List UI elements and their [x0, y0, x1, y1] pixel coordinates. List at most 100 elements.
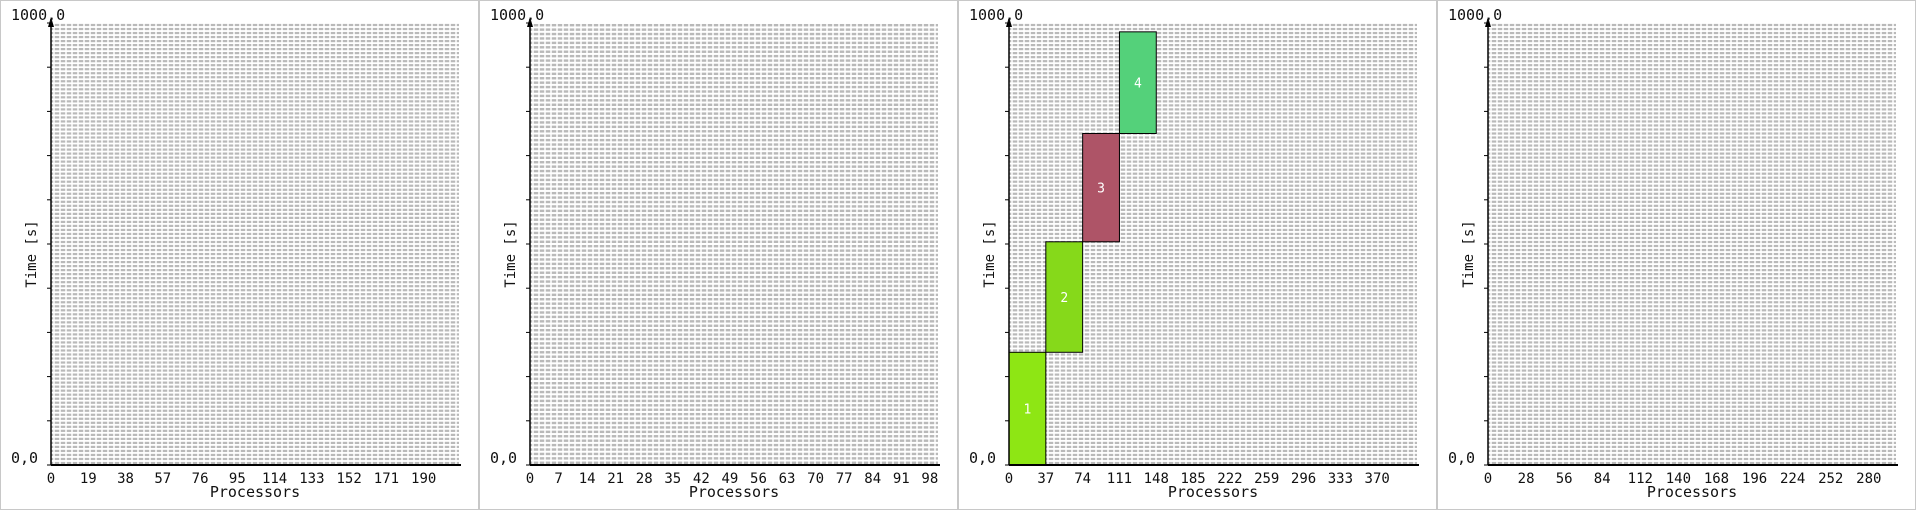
- processor-row: [1009, 80, 1417, 82]
- processor-row: [51, 68, 459, 70]
- processor-row: [1009, 434, 1417, 436]
- processor-row: [1009, 406, 1417, 408]
- processor-row: [530, 369, 938, 371]
- processor-row: [530, 258, 938, 260]
- x-tick-label: 28: [1518, 471, 1535, 487]
- processor-row: [530, 448, 938, 450]
- processor-row: [1488, 161, 1896, 163]
- processor-row: [1488, 80, 1896, 82]
- processor-row: [1488, 422, 1896, 424]
- processor-row: [1488, 60, 1896, 62]
- processor-row: [1488, 165, 1896, 167]
- processor-row: [1488, 357, 1896, 359]
- processor-row: [1488, 217, 1896, 219]
- processor-row: [1009, 193, 1417, 195]
- processor-row: [1009, 353, 1417, 355]
- x-tick-label: 70: [807, 471, 824, 487]
- processor-row: [530, 320, 938, 322]
- processor-row: [51, 325, 459, 327]
- x-tick-label: 38: [117, 471, 134, 487]
- processor-row: [1009, 88, 1417, 90]
- x-tick-label: 63: [779, 471, 796, 487]
- processor-row: [51, 333, 459, 335]
- processor-row: [530, 316, 938, 318]
- processor-row: [1488, 285, 1896, 287]
- x-tick-label: 190: [411, 471, 436, 487]
- processor-row: [51, 152, 459, 154]
- processor-row: [1009, 72, 1417, 74]
- processor-row: [530, 236, 938, 238]
- processor-row: [1009, 442, 1417, 444]
- processor-row: [1009, 185, 1417, 187]
- processor-row: [1488, 418, 1896, 420]
- processor-row: [51, 52, 459, 54]
- processor-row: [1488, 84, 1896, 86]
- processor-row: [1488, 241, 1896, 243]
- processor-row: [530, 112, 938, 114]
- processor-row: [1488, 100, 1896, 102]
- processor-row: [51, 213, 459, 215]
- x-tick-label: 148: [1144, 471, 1169, 487]
- y-axis-label: Time [s]: [982, 220, 998, 287]
- processor-row: [530, 342, 938, 344]
- processor-row: [51, 285, 459, 287]
- processor-row: [1009, 76, 1417, 78]
- processor-row: [1009, 426, 1417, 428]
- processor-row: [530, 276, 938, 278]
- processor-row: [1009, 124, 1417, 126]
- processor-row: [1009, 36, 1417, 38]
- processor-row: [51, 100, 459, 102]
- processor-row: [1488, 189, 1896, 191]
- x-tick-label: 252: [1818, 471, 1843, 487]
- y-bottom-label: 0,0: [11, 449, 38, 467]
- processor-row: [51, 293, 459, 295]
- processor-row: [1488, 76, 1896, 78]
- processor-row: [51, 233, 459, 235]
- processor-row: [530, 254, 938, 256]
- processor-row: [530, 90, 938, 92]
- processor-row: [1009, 225, 1417, 227]
- processor-row: [1488, 305, 1896, 307]
- x-tick-label: 7: [554, 471, 562, 487]
- processor-row: [1488, 329, 1896, 331]
- x-axis-label: Processors: [1647, 483, 1737, 501]
- processor-row: [51, 454, 459, 456]
- processor-row: [1488, 116, 1896, 118]
- processor-row: [530, 249, 938, 251]
- processor-row: [530, 157, 938, 159]
- processor-row: [1009, 398, 1417, 400]
- processor-row: [51, 116, 459, 118]
- x-tick-label: 333: [1328, 471, 1353, 487]
- processor-row: [530, 311, 938, 313]
- processor-row: [530, 55, 938, 57]
- processor-row: [51, 217, 459, 219]
- processor-row: [1488, 450, 1896, 452]
- x-tick-label: 111: [1107, 471, 1132, 487]
- x-tick-label: 14: [579, 471, 596, 487]
- processor-row: [1488, 462, 1896, 464]
- processor-row: [51, 60, 459, 62]
- processor-row: [1009, 100, 1417, 102]
- processor-row: [1488, 454, 1896, 456]
- processor-row: [530, 351, 938, 353]
- processor-row: [1488, 313, 1896, 315]
- processor-row: [1488, 197, 1896, 199]
- processor-row: [1009, 116, 1417, 118]
- processor-row: [1488, 273, 1896, 275]
- processor-row: [51, 426, 459, 428]
- processor-row: [1488, 144, 1896, 146]
- processor-row: [530, 201, 938, 203]
- processor-row: [530, 439, 938, 441]
- processor-row: [51, 297, 459, 299]
- processor-row: [51, 329, 459, 331]
- processor-row: [1009, 128, 1417, 130]
- processor-row: [51, 48, 459, 50]
- processor-row: [1488, 337, 1896, 339]
- processor-row: [51, 309, 459, 311]
- processor-row: [51, 36, 459, 38]
- processor-row: [1488, 68, 1896, 70]
- processor-row: [1488, 446, 1896, 448]
- processor-row: [530, 347, 938, 349]
- processor-row: [51, 229, 459, 231]
